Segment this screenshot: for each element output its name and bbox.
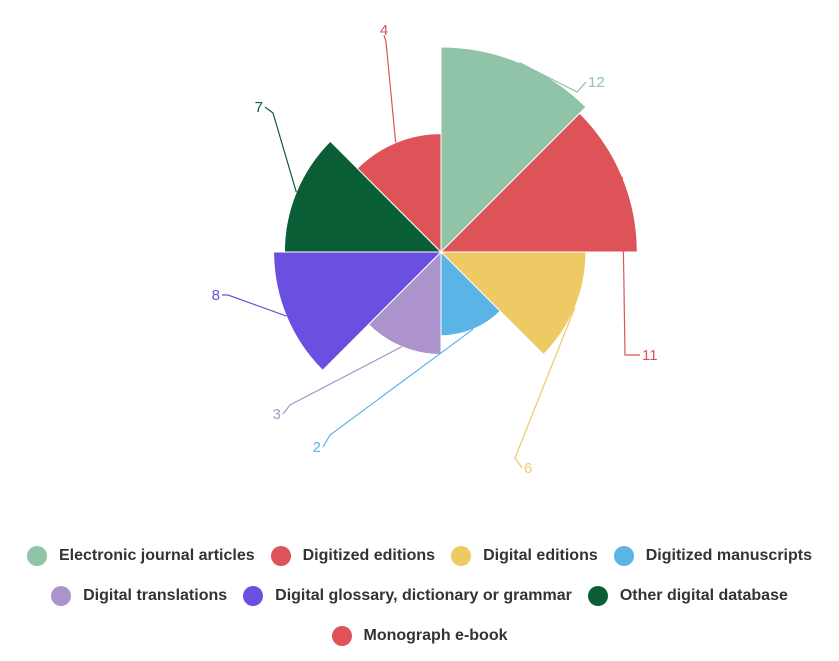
legend-row-3: Monograph e-book bbox=[0, 616, 839, 656]
data-label: 2 bbox=[313, 439, 321, 456]
legend-item-monograph-e-book[interactable]: Monograph e-book bbox=[331, 626, 508, 646]
data-label: 8 bbox=[212, 287, 220, 304]
legend-item-electronic-journal-articles[interactable]: Electronic journal articles bbox=[27, 546, 255, 566]
leader-lines bbox=[222, 34, 640, 469]
leader-line bbox=[621, 176, 640, 356]
legend-label: Digital translations bbox=[83, 587, 228, 604]
legend-marker bbox=[270, 546, 291, 566]
slice-electronic-journal-articles[interactable] bbox=[440, 46, 587, 254]
slice-digitized-editions[interactable] bbox=[439, 112, 638, 253]
legend-marker bbox=[587, 586, 608, 606]
legend-row-2: Digital translations Digital glossary, d… bbox=[0, 576, 839, 616]
legend-row-1: Electronic journal articles Digitized ed… bbox=[0, 536, 839, 576]
leader-line bbox=[322, 328, 474, 448]
legend-label: Electronic journal articles bbox=[59, 547, 255, 564]
legend-item-digital-glossary[interactable]: Digital glossary, dictionary or grammar bbox=[243, 586, 572, 606]
legend-label: Digitized manuscripts bbox=[645, 547, 812, 564]
legend-label: Monograph e-book bbox=[363, 627, 508, 644]
data-label: 11 bbox=[642, 347, 658, 364]
legend: Electronic journal articles Digitized ed… bbox=[0, 536, 839, 656]
leader-line bbox=[383, 34, 397, 143]
data-label: 7 bbox=[255, 99, 263, 116]
polar-area-chart: 12 11 6 2 3 8 7 4 bbox=[212, 22, 658, 477]
data-label: 6 bbox=[524, 460, 532, 477]
legend-item-digitized-editions[interactable]: Digitized editions bbox=[270, 546, 436, 566]
legend-marker bbox=[27, 546, 47, 566]
leader-line bbox=[264, 106, 297, 193]
data-label: 4 bbox=[380, 22, 388, 39]
slice-digital-glossary-dictionary-or-grammar[interactable] bbox=[273, 251, 443, 372]
legend-item-digital-editions[interactable]: Digital editions bbox=[451, 546, 598, 566]
slice-monograph-e-book[interactable] bbox=[356, 133, 442, 254]
legend-marker bbox=[51, 586, 72, 606]
legend-label: Other digital database bbox=[619, 587, 788, 604]
data-label: 12 bbox=[588, 74, 605, 91]
legend-marker bbox=[331, 626, 352, 646]
slice-digital-editions[interactable] bbox=[439, 251, 587, 356]
legend-item-digitized-manuscripts[interactable]: Digitized manuscripts bbox=[613, 546, 812, 566]
legend-label: Digital editions bbox=[483, 547, 598, 564]
leader-line bbox=[282, 346, 403, 415]
legend-item-digital-translations[interactable]: Digital translations bbox=[51, 586, 227, 606]
legend-marker bbox=[243, 586, 264, 606]
legend-marker bbox=[451, 546, 472, 566]
legend-marker bbox=[613, 546, 634, 566]
legend-label: Digitized editions bbox=[302, 547, 436, 564]
leader-line bbox=[222, 294, 287, 317]
slice-digitized-manuscripts[interactable] bbox=[440, 250, 501, 337]
slices bbox=[273, 46, 638, 372]
leader-line bbox=[514, 307, 576, 469]
legend-item-other-digital-database[interactable]: Other digital database bbox=[587, 586, 788, 606]
data-labels: 12 11 6 2 3 8 7 4 bbox=[212, 22, 658, 477]
leader-line bbox=[519, 62, 587, 93]
legend-label: Digital glossary, dictionary or grammar bbox=[275, 587, 572, 604]
data-label: 3 bbox=[273, 406, 281, 423]
